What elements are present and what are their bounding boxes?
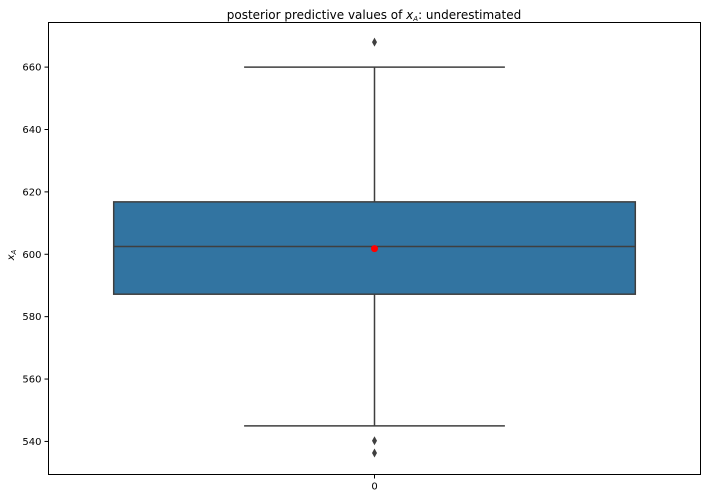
- y-tick-label: 640: [22, 125, 41, 136]
- y-tick-label: 620: [22, 187, 41, 198]
- y-axis-label: xA: [6, 249, 18, 261]
- y-tick-label: 580: [22, 312, 41, 323]
- chart-title: posterior predictive values of xA: under…: [227, 8, 522, 23]
- box-series: [112, 37, 637, 458]
- y-tick-label: 560: [22, 375, 41, 386]
- plot-frame: [48, 22, 701, 475]
- outlier-point: [372, 436, 377, 446]
- y-tick-label: 600: [22, 250, 41, 261]
- outlier-point: [372, 37, 377, 47]
- y-tick-label: 660: [22, 63, 41, 74]
- mean-marker: [371, 245, 378, 253]
- y-axis: 540 560 580 600 620 640 660: [22, 63, 49, 448]
- x-tick-label: 0: [371, 482, 377, 493]
- x-axis: 0: [371, 474, 378, 493]
- outlier-point: [372, 448, 377, 458]
- y-tick-label: 540: [22, 437, 41, 448]
